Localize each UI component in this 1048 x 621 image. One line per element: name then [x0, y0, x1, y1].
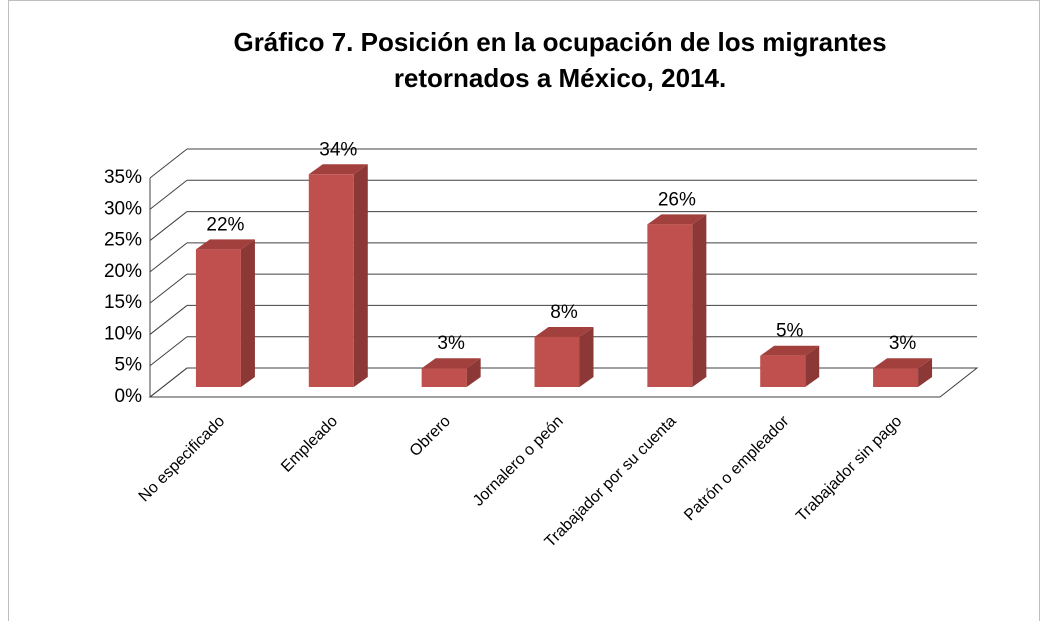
- chart-frame: [8, 0, 1040, 621]
- y-tick-label: 15%: [104, 292, 142, 313]
- grid-line: [149, 179, 188, 210]
- bar-side: [240, 239, 255, 387]
- grid-line: [149, 242, 188, 273]
- value-label: 8%: [550, 302, 578, 323]
- grid-line: [149, 367, 188, 398]
- value-label: 26%: [658, 189, 696, 210]
- bar-side: [353, 164, 368, 387]
- bar-side: [466, 358, 481, 387]
- bar: [421, 368, 467, 387]
- bar-side: [579, 326, 594, 387]
- bar-top: [873, 358, 933, 369]
- bar-top: [534, 326, 594, 337]
- grid-line: [149, 336, 188, 367]
- value-label: 3%: [889, 333, 917, 354]
- grid-line: [149, 148, 188, 179]
- chart-title: Gráfico 7. Posición en la ocupación de l…: [233, 27, 886, 57]
- grid-line: [149, 305, 188, 335]
- value-label: 22%: [206, 214, 244, 235]
- bar-side: [805, 345, 820, 387]
- bar-top: [308, 164, 368, 175]
- bar-side: [692, 214, 707, 387]
- y-tick-label: 35%: [104, 167, 142, 188]
- bar: [873, 368, 919, 387]
- grid-line: [149, 273, 188, 304]
- grid-line: [149, 211, 188, 241]
- value-label: 5%: [776, 321, 804, 342]
- bar-top: [421, 358, 481, 369]
- y-tick-label: 10%: [104, 323, 142, 344]
- bar-side: [918, 358, 933, 387]
- bar-top: [647, 214, 707, 225]
- bar-top: [760, 345, 820, 356]
- y-tick-label: 0%: [115, 386, 143, 407]
- y-tick-label: 20%: [104, 261, 142, 282]
- value-label: 3%: [437, 333, 465, 354]
- y-tick-label: 25%: [104, 230, 142, 251]
- bar: [195, 249, 241, 387]
- bar: [534, 336, 580, 387]
- y-tick-label: 30%: [104, 198, 142, 219]
- bar: [308, 174, 354, 387]
- bar: [760, 355, 806, 387]
- chart-title: retornados a México, 2014.: [394, 63, 726, 93]
- bar-top: [195, 239, 255, 250]
- bar: [647, 224, 693, 387]
- value-label: 34%: [319, 139, 357, 160]
- y-tick-label: 5%: [115, 355, 143, 376]
